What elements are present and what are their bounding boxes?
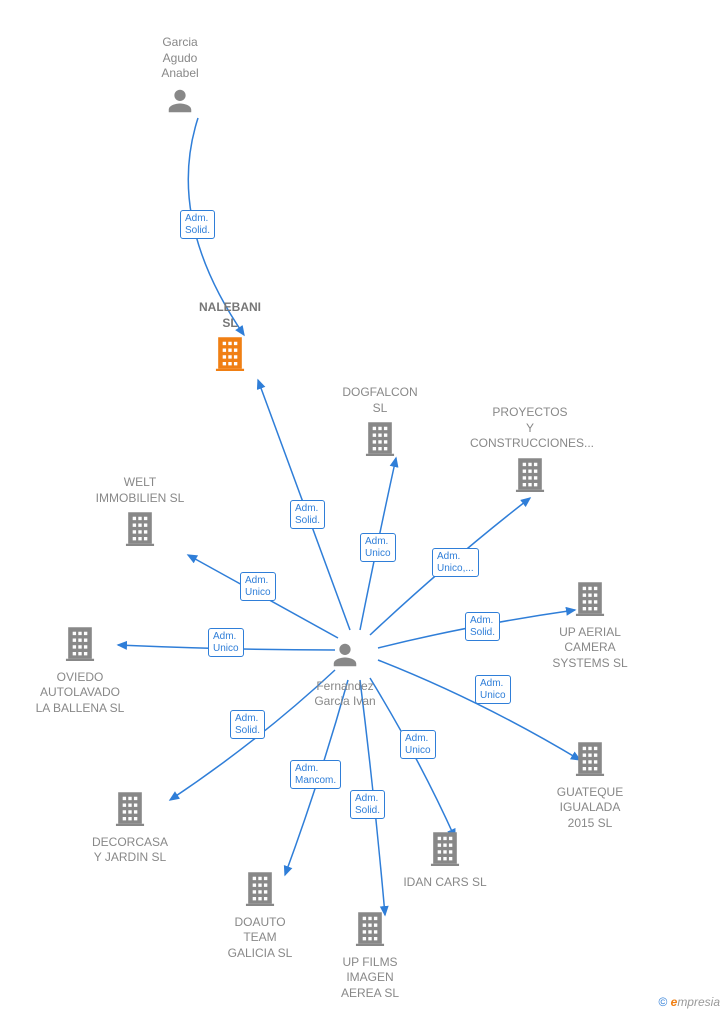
node-label: OVIEDOAUTOLAVADOLA BALLENA SL [20, 670, 140, 717]
building-icon [65, 625, 95, 666]
edge-label-fernandez-upfilms: Adm.Solid. [350, 790, 385, 819]
edge-label-fernandez-doauto: Adm.Mancom. [290, 760, 341, 789]
building-icon [355, 910, 385, 951]
edge-label-fernandez-oviedo: Adm.Unico [208, 628, 244, 657]
node-label: NALEBANISL [170, 300, 290, 331]
node-label: GarciaAgudoAnabel [120, 35, 240, 82]
node-fernandez[interactable]: FernandezGarcia Ivan [285, 640, 405, 714]
edge-label-fernandez-decorcasa: Adm.Solid. [230, 710, 265, 739]
building-icon [515, 456, 545, 497]
brand-rest: mpresia [677, 995, 720, 1009]
edge-label-fernandez-nalebani: Adm.Solid. [290, 500, 325, 529]
building-icon [430, 830, 460, 871]
node-label: UP AERIALCAMERASYSTEMS SL [530, 625, 650, 672]
edge-label-fernandez-guateque: Adm.Unico [475, 675, 511, 704]
edge-label-fernandez-idan: Adm.Unico [400, 730, 436, 759]
building-icon [365, 420, 395, 461]
building-icon [245, 870, 275, 911]
edge-label-fernandez-proyectos: Adm.Unico,... [432, 548, 479, 577]
diagram-canvas: Adm.Solid. Adm.Solid. Adm.Unico Adm.Unico,.… [0, 0, 728, 1015]
copyright-symbol: © [658, 995, 667, 1009]
node-upaerial[interactable]: UP AERIALCAMERASYSTEMS SL [530, 580, 650, 675]
edge-label-fernandez-upaerial: Adm.Solid. [465, 612, 500, 641]
building-icon [575, 740, 605, 781]
building-icon [125, 510, 155, 551]
node-upfilms[interactable]: UP FILMSIMAGENAEREA SL [310, 910, 430, 1005]
node-guateque[interactable]: GUATEQUEIGUALADA2015 SL [530, 740, 650, 835]
node-oviedo[interactable]: OVIEDOAUTOLAVADOLA BALLENA SL [20, 625, 140, 720]
node-nalebani[interactable]: NALEBANISL [170, 300, 290, 376]
node-label: UP FILMSIMAGENAEREA SL [310, 955, 430, 1002]
edge-label-garcia-nalebani: Adm.Solid. [180, 210, 215, 239]
node-label: WELTIMMOBILIEN SL [80, 475, 200, 506]
node-label: PROYECTOSYCONSTRUCCIONES... [470, 405, 590, 452]
node-decorcasa[interactable]: DECORCASAY JARDIN SL [70, 790, 190, 870]
node-welt[interactable]: WELTIMMOBILIEN SL [80, 475, 200, 551]
person-icon [165, 86, 195, 121]
node-label: GUATEQUEIGUALADA2015 SL [530, 785, 650, 832]
node-label: DECORCASAY JARDIN SL [70, 835, 190, 866]
node-dogfalcon[interactable]: DOGFALCONSL [320, 385, 440, 461]
watermark: © empresia [658, 995, 720, 1009]
node-garcia[interactable]: GarciaAgudoAnabel [120, 35, 240, 120]
building-icon [215, 335, 245, 376]
node-label: DOAUTOTEAMGALICIA SL [200, 915, 320, 962]
edge-label-fernandez-dogfalcon: Adm.Unico [360, 533, 396, 562]
node-label: IDAN CARS SL [385, 875, 505, 891]
node-proyectos[interactable]: PROYECTOSYCONSTRUCCIONES... [470, 405, 590, 496]
node-idan[interactable]: IDAN CARS SL [385, 830, 505, 894]
node-label: FernandezGarcia Ivan [285, 679, 405, 710]
building-icon [575, 580, 605, 621]
edge-label-fernandez-welt: Adm.Unico [240, 572, 276, 601]
building-icon [115, 790, 145, 831]
node-label: DOGFALCONSL [320, 385, 440, 416]
node-doauto[interactable]: DOAUTOTEAMGALICIA SL [200, 870, 320, 965]
person-icon [330, 640, 360, 675]
